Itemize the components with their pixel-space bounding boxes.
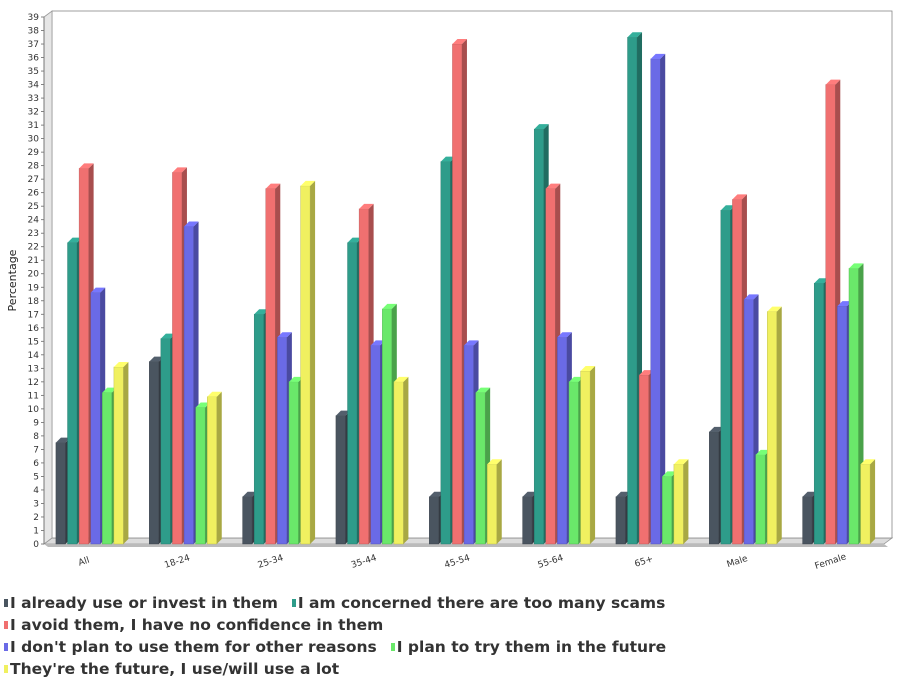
y-tick-label: 18	[28, 297, 40, 307]
bar-Female-series-5	[860, 459, 876, 545]
legend-row: They're the future, I use/will use a lot	[4, 658, 894, 680]
legend-label: I already use or invest in them	[10, 594, 278, 612]
legend-item: I avoid them, I have no confidence in th…	[4, 614, 383, 636]
legend-swatch	[291, 599, 296, 607]
legend-label: I don't plan to use them for other reaso…	[10, 638, 377, 656]
y-tick-label: 38	[28, 27, 40, 37]
y-tick-label: 13	[28, 364, 39, 374]
legend-swatch	[4, 621, 8, 629]
bar-45-54-series-5	[487, 459, 502, 545]
y-tick-label: 32	[28, 108, 39, 118]
y-tick-label: 30	[28, 135, 40, 145]
x-tick-label: Female	[814, 552, 848, 572]
bar-Male-series-5	[767, 306, 782, 545]
x-tick-label: 18-24	[163, 553, 191, 571]
y-tick-label: 1	[33, 526, 39, 536]
y-tick-label: 34	[28, 81, 40, 91]
y-tick-label: 27	[28, 175, 39, 185]
bar-65+-series-5	[673, 459, 689, 545]
y-tick-label: 24	[28, 216, 40, 226]
y-tick-label: 6	[33, 459, 39, 469]
legend-swatch	[390, 643, 395, 651]
y-tick-label: 26	[28, 189, 40, 199]
bar-All-series-5	[113, 361, 129, 545]
legend-swatch	[4, 599, 8, 607]
y-tick-label: 4	[33, 486, 39, 496]
x-tick-label: 25-34	[257, 553, 285, 571]
x-tick-label: 35-44	[350, 553, 378, 571]
y-tick-label: 31	[28, 121, 39, 131]
y-tick-label: 20	[28, 270, 40, 280]
y-tick-label: 10	[28, 405, 40, 415]
y-tick-label: 37	[28, 40, 39, 50]
chart-floor-edge	[44, 544, 888, 547]
legend-label: I plan to try them in the future	[396, 638, 667, 656]
chart-area: 0 1 2 3 4 5 6 7 8 9 10 11 12 13 14 15 16 17 18 19 20 21 22 23 24…	[6, 10, 894, 572]
legend-item: I don't plan to use them for other reaso…	[4, 636, 377, 658]
x-tick-label: Male	[726, 554, 750, 570]
y-tick-label: 28	[28, 162, 40, 172]
y-tick-label: 9	[33, 418, 39, 428]
legend-row: I don't plan to use them for other reaso…	[4, 636, 894, 658]
y-tick-label: 29	[28, 148, 40, 158]
y-tick-label: 39	[28, 13, 40, 23]
y-tick-label: 5	[33, 472, 39, 482]
y-tick-label: 14	[28, 351, 40, 361]
bar-35-44-series-5	[393, 376, 409, 545]
bar-55-64-series-5	[580, 366, 596, 545]
legend-swatch	[4, 643, 8, 651]
bar-chart: 0123456789101112131415161718192021222324…	[6, 10, 894, 572]
y-tick-label: 3	[33, 499, 39, 509]
y-tick-label: 21	[28, 256, 39, 266]
y-tick-label: 15	[28, 337, 39, 347]
y-tick-label: 2	[33, 513, 39, 523]
y-tick-label: 8	[33, 432, 39, 442]
y-axis-title: Percentage	[6, 249, 19, 311]
y-tick-label: 23	[28, 229, 39, 239]
bar-18-24-series-5	[207, 391, 222, 545]
legend-label: They're the future, I use/will use a lot	[10, 660, 340, 678]
legend-label: I avoid them, I have no confidence in th…	[10, 616, 384, 634]
bar-25-34-series-5	[300, 180, 316, 545]
legend-row: I already use or invest in them I am conc…	[4, 592, 894, 614]
x-tick-label: 65+	[633, 554, 654, 569]
y-tick-label: 22	[28, 243, 39, 253]
legend-label: I am concerned there are too many scams	[297, 594, 666, 612]
y-tick-label: 33	[28, 94, 39, 104]
x-tick-label: All	[77, 556, 91, 569]
legend-row: I avoid them, I have no confidence in th…	[4, 614, 894, 636]
legend-swatch	[4, 665, 8, 673]
legend-item: I plan to try them in the future	[390, 636, 667, 658]
y-tick-label: 12	[28, 378, 39, 388]
y-tick-label: 35	[28, 67, 39, 77]
y-tick-label: 17	[28, 310, 39, 320]
legend-item: I am concerned there are too many scams	[291, 592, 666, 614]
legend-item: I already use or invest in them	[4, 592, 278, 614]
y-tick-label: 19	[28, 283, 40, 293]
y-tick-label: 16	[28, 324, 40, 334]
x-tick-label: 45-54	[443, 553, 471, 571]
chart-left-wall	[43, 10, 53, 545]
y-tick-label: 36	[28, 54, 40, 64]
y-tick-label: 7	[33, 445, 39, 455]
y-tick-label: 25	[28, 202, 39, 212]
legend: I already use or invest in them I am conc…	[4, 592, 894, 680]
y-tick-label: 0	[33, 540, 39, 550]
x-tick-label: 55-64	[537, 553, 565, 571]
y-tick-label: 11	[28, 391, 39, 401]
legend-item: They're the future, I use/will use a lot	[4, 658, 339, 680]
bar-65+-series-3	[650, 53, 666, 545]
